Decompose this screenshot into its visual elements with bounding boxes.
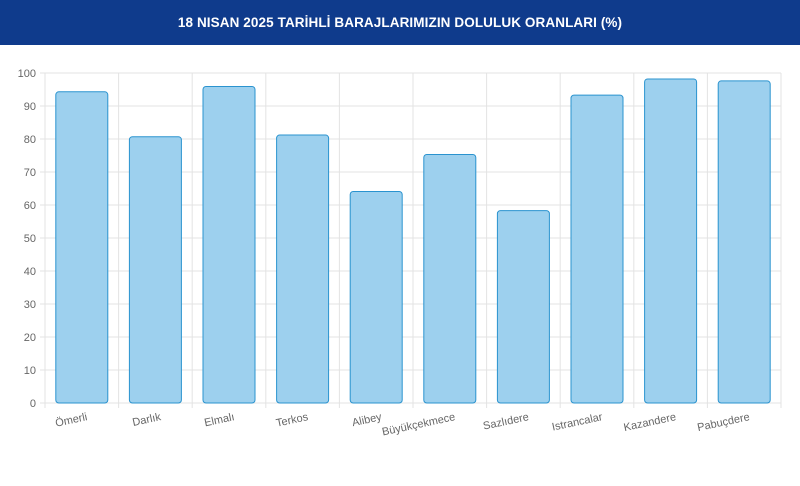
y-tick-label: 20 [24,332,36,344]
bar [202,86,256,404]
y-tick-label: 60 [24,200,36,212]
x-tick-label: Elmalı [203,411,235,429]
bar [55,91,109,404]
bars [55,78,771,404]
y-tick-label: 90 [24,101,36,113]
bar [570,94,624,404]
y-tick-label: 80 [24,134,36,146]
x-tick-label: Terkos [275,411,310,430]
x-tick-label: Kazandere [623,411,678,434]
bar [349,190,403,404]
bar [717,80,771,404]
x-axis-ticks: Ömerli Darlık Elmalı Terkos AlibeyBüyükçekme… [54,411,751,438]
y-tick-label: 0 [30,398,36,410]
bar [496,210,550,404]
y-tick-label: 30 [24,299,36,311]
x-tick-label: Darlık [131,411,162,429]
y-tick-label: 40 [24,266,36,278]
y-tick-label: 50 [24,233,36,245]
x-tick-label: Sazlıdere [482,411,530,432]
x-tick-label: Büyükçekmece [381,411,456,438]
chart-header: 18 NISAN 2025 TARİHLİ BARAJLARIMIZIN DOL… [0,0,800,45]
y-tick-label: 100 [18,68,36,80]
chart-title: 18 NISAN 2025 TARİHLİ BARAJLARIMIZIN DOL… [177,15,623,30]
x-tick-label: Istrancalar [551,411,604,433]
x-tick-label: Pabuçdere [696,411,751,434]
bar [276,134,330,404]
y-axis-ticks: 0 10 20 30 40 50 60 70 80 90 100 [18,68,36,410]
y-tick-label: 10 [24,365,36,377]
chart-area: 0 10 20 30 40 50 60 70 80 90 100 Ömerli Darlık Elmal… [0,45,800,481]
bar [423,154,477,404]
x-tick-label: Alibey [351,411,383,429]
bar [644,78,698,404]
x-tick-label: Ömerli [54,411,88,429]
y-tick-label: 70 [24,167,36,179]
bar-chart: 0 10 20 30 40 50 60 70 80 90 100 Ömerli Darlık Elmal… [18,68,782,438]
bar [128,136,182,404]
